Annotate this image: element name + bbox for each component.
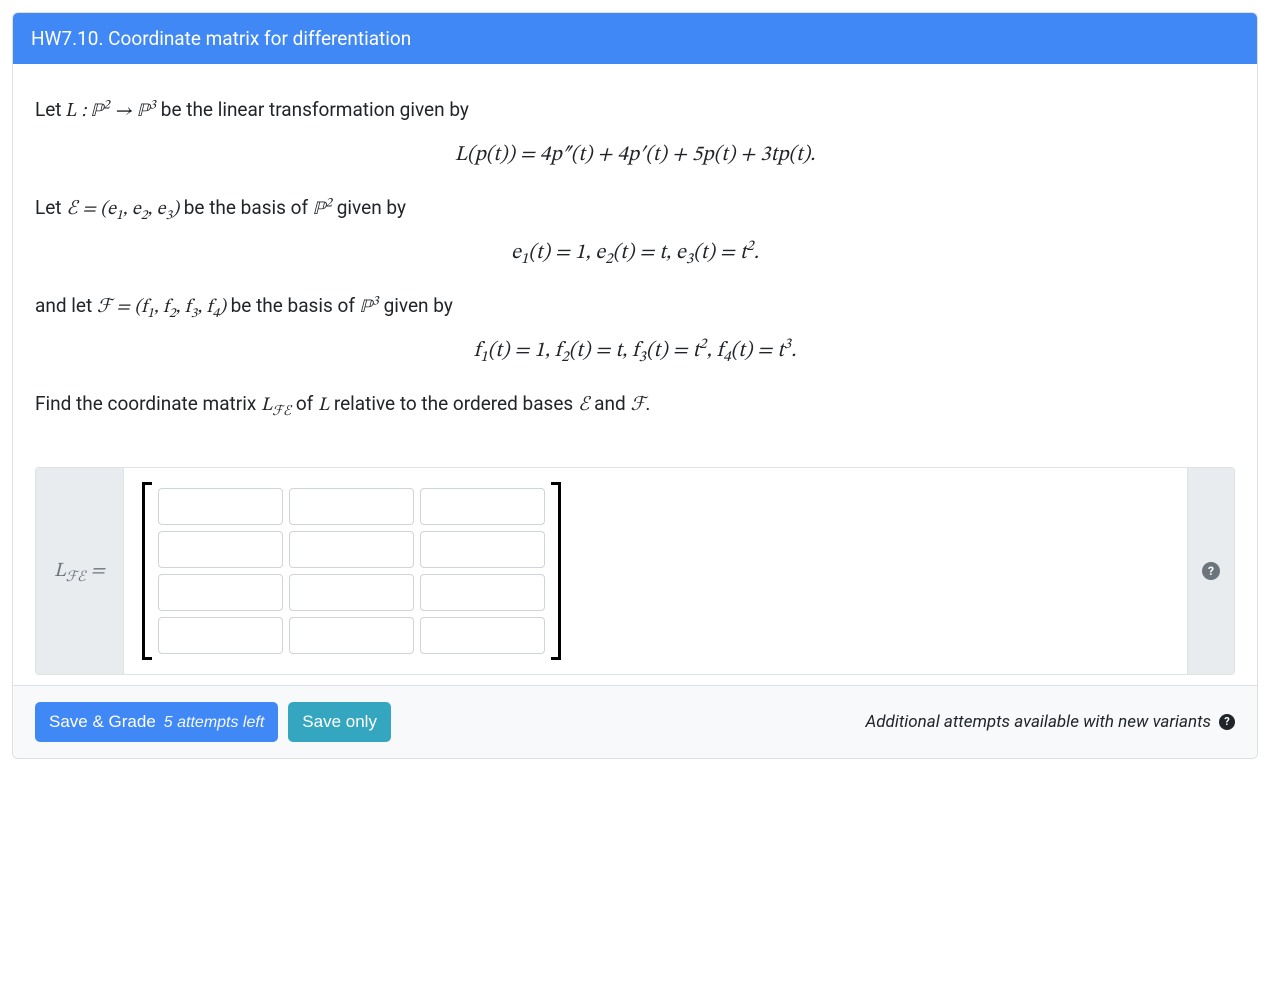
card-header: HW7.10. Coordinate matrix for differenti…: [13, 13, 1257, 64]
matrix-cell-2-1[interactable]: [289, 574, 414, 611]
basis-e-mid: be the basis of: [179, 196, 313, 219]
task-prefix: Find the coordinate matrix: [35, 392, 261, 415]
additional-attempts-text: Additional attempts available with new v…: [866, 712, 1212, 732]
save-only-button[interactable]: Save only: [288, 702, 391, 742]
save-only-label: Save only: [302, 712, 377, 732]
matrix: [142, 482, 561, 660]
matrix-cell-0-2[interactable]: [420, 488, 545, 525]
intro-math: 𝐿 : ℙ2 → ℙ3: [66, 102, 156, 121]
task-mid: of: [291, 392, 318, 415]
card-body: Let 𝐿 : ℙ2 → ℙ3 be the linear transforma…: [13, 64, 1257, 685]
save-grade-label: Save & Grade: [49, 712, 156, 732]
task-line: Find the coordinate matrix Lℱℰ of L rela…: [35, 390, 1235, 421]
answer-row: Lℱℰ = ?: [35, 467, 1235, 675]
matrix-cell-2-2[interactable]: [420, 574, 545, 611]
question-card: HW7.10. Coordinate matrix for differenti…: [12, 12, 1258, 759]
bracket-left: [142, 482, 152, 660]
matrix-grid: [152, 482, 551, 660]
task-mid2: relative to the ordered bases: [329, 392, 578, 415]
task-f: ℱ: [630, 394, 645, 415]
basis-f-prefix: and let: [35, 294, 97, 317]
task-l: L: [318, 396, 329, 415]
task-e: ℰ: [578, 394, 590, 415]
matrix-cell-0-1[interactable]: [289, 488, 414, 525]
task-and: and: [589, 392, 630, 415]
matrix-cell-1-0[interactable]: [158, 531, 283, 568]
matrix-wrap: [124, 468, 1187, 674]
matrix-cell-2-0[interactable]: [158, 574, 283, 611]
matrix-cell-3-0[interactable]: [158, 617, 283, 654]
intro-suffix: be the linear transformation given by: [156, 98, 469, 121]
answer-label: Lℱℰ =: [36, 468, 124, 674]
basis-f-suffix: given by: [379, 294, 453, 317]
basis-e-math: ℰ = (e1, e2, e3): [66, 200, 179, 219]
bracket-right: [551, 482, 561, 660]
basis-f-line: and let ℱ = (f1, f2, f3, f4) be the basi…: [35, 292, 1235, 323]
attempts-left: 5 attempts left: [164, 714, 265, 732]
question-title: HW7.10. Coordinate matrix for differenti…: [31, 27, 411, 50]
basis-f-mid: be the basis of: [226, 294, 360, 317]
task-suffix: .: [645, 392, 650, 415]
equation-1: L(p(t)) = 4p″(t) + 4p′(t) + 5p(t) + 3tp(…: [35, 139, 1235, 171]
basis-e-prefix: Let: [35, 196, 66, 219]
basis-e-space: ℙ2: [313, 200, 332, 219]
intro-prefix: Let: [35, 98, 66, 121]
help-cell: ?: [1187, 468, 1234, 674]
equation-3: f1(t) = 1, f2(t) = t, f3(t) = t2, f4(t) …: [35, 335, 1235, 367]
equation-2: e1(t) = 1, e2(t) = t, e3(t) = t2.: [35, 237, 1235, 269]
task-math: Lℱℰ: [261, 396, 291, 415]
intro-line: Let 𝐿 : ℙ2 → ℙ3 be the linear transforma…: [35, 96, 1235, 127]
matrix-cell-1-1[interactable]: [289, 531, 414, 568]
basis-e-line: Let ℰ = (e1, e2, e3) be the basis of ℙ2 …: [35, 194, 1235, 225]
matrix-cell-1-2[interactable]: [420, 531, 545, 568]
info-icon[interactable]: ?: [1219, 714, 1235, 730]
basis-f-space: ℙ3: [360, 298, 379, 317]
save-grade-button[interactable]: Save & Grade 5 attempts left: [35, 702, 278, 742]
help-icon[interactable]: ?: [1202, 562, 1220, 580]
footer-right: Additional attempts available with new v…: [866, 712, 1236, 732]
matrix-cell-3-2[interactable]: [420, 617, 545, 654]
matrix-cell-3-1[interactable]: [289, 617, 414, 654]
card-footer: Save & Grade 5 attempts left Save only A…: [13, 685, 1257, 758]
basis-f-math: ℱ = (f1, f2, f3, f4): [97, 298, 226, 317]
basis-e-suffix: given by: [332, 196, 406, 219]
matrix-cell-0-0[interactable]: [158, 488, 283, 525]
